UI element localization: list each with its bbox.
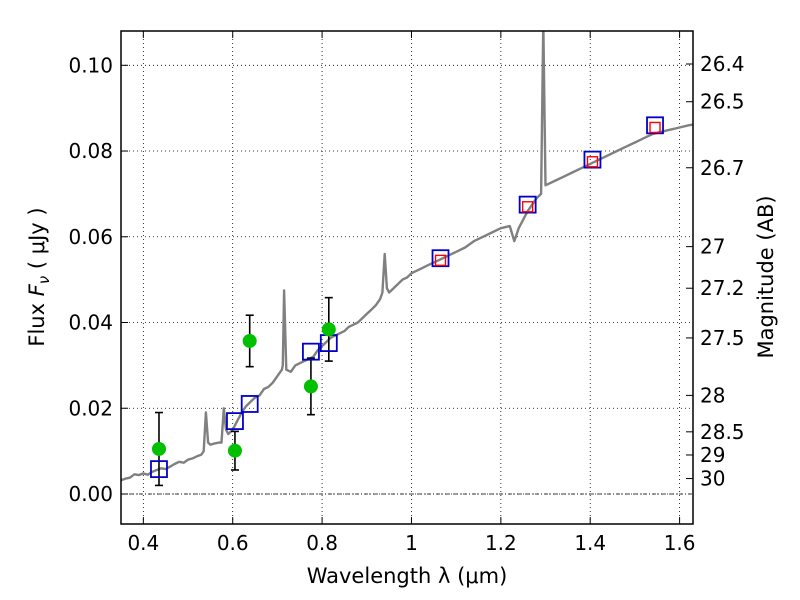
spectrum-line	[121, 31, 693, 482]
right-axis-label: Magnitude (AB)	[754, 195, 778, 358]
error-bars	[154, 296, 333, 487]
model-square-8	[646, 116, 664, 135]
x-tick-label-0: 0.4	[127, 531, 159, 555]
model-square-6	[518, 195, 537, 214]
y-tick-label-5: 0.10	[68, 53, 113, 77]
x-ticks: 0.4 0.6 0.8 1 1.2 1.4 1.6	[127, 31, 696, 555]
right-tick-label-6: 28	[700, 383, 725, 407]
x-tick-label-2: 0.8	[306, 531, 338, 555]
y-ticks: 0.00 0.02 0.04 0.06 0.08 0.10	[68, 53, 128, 506]
right-tick-label-4: 27.2	[700, 276, 745, 300]
model-photometry-squares	[150, 116, 664, 479]
model-square-0	[150, 460, 168, 479]
x-tick-label-3: 1	[405, 531, 418, 555]
measured-point-0	[151, 441, 166, 456]
right-tick-label-7: 28.5	[700, 420, 745, 444]
right-tick-label-0: 26.4	[700, 52, 745, 76]
measured-points	[151, 322, 336, 458]
overlay-square-3	[649, 121, 661, 134]
model-square-3	[302, 342, 320, 361]
measured-point-3	[303, 379, 318, 394]
model-square-5	[431, 249, 450, 268]
y-axis-label: Flux Fν ( μJy )	[25, 207, 53, 346]
overlay-square-2	[586, 156, 599, 168]
measured-point-1	[227, 443, 242, 458]
model-square-7	[583, 150, 602, 169]
right-tick-label-2: 26.7	[700, 156, 745, 180]
x-tick-label-6: 1.6	[664, 531, 696, 555]
y-tick-label-4: 0.08	[68, 139, 113, 163]
model-square-1	[226, 412, 244, 431]
overlay-squares	[434, 121, 661, 267]
y-tick-label-2: 0.04	[68, 311, 113, 335]
x-axis-label: Wavelength λ (μm)	[307, 564, 508, 588]
plot-frame	[120, 30, 694, 525]
x-tick-label-5: 1.4	[574, 531, 606, 555]
measured-point-2	[242, 333, 257, 348]
y-tick-label-3: 0.06	[68, 225, 113, 249]
y-tick-label-1: 0.02	[68, 396, 113, 420]
model-square-2	[240, 395, 259, 413]
right-tick-label-5: 27.5	[700, 326, 745, 350]
overlay-square-0	[434, 254, 447, 267]
right-tick-label-3: 27	[700, 235, 725, 259]
right-tick-label-8: 29	[700, 443, 725, 467]
y-tick-label-0: 0.00	[68, 482, 113, 506]
right-tick-label-9: 30	[700, 467, 725, 491]
measured-point-4	[321, 322, 336, 337]
spectrum-path	[121, 31, 693, 482]
overlay-square-1	[521, 201, 534, 213]
right-tick-label-1: 26.5	[700, 90, 745, 114]
x-tick-label-4: 1.2	[485, 531, 517, 555]
x-tick-label-1: 0.6	[217, 531, 249, 555]
